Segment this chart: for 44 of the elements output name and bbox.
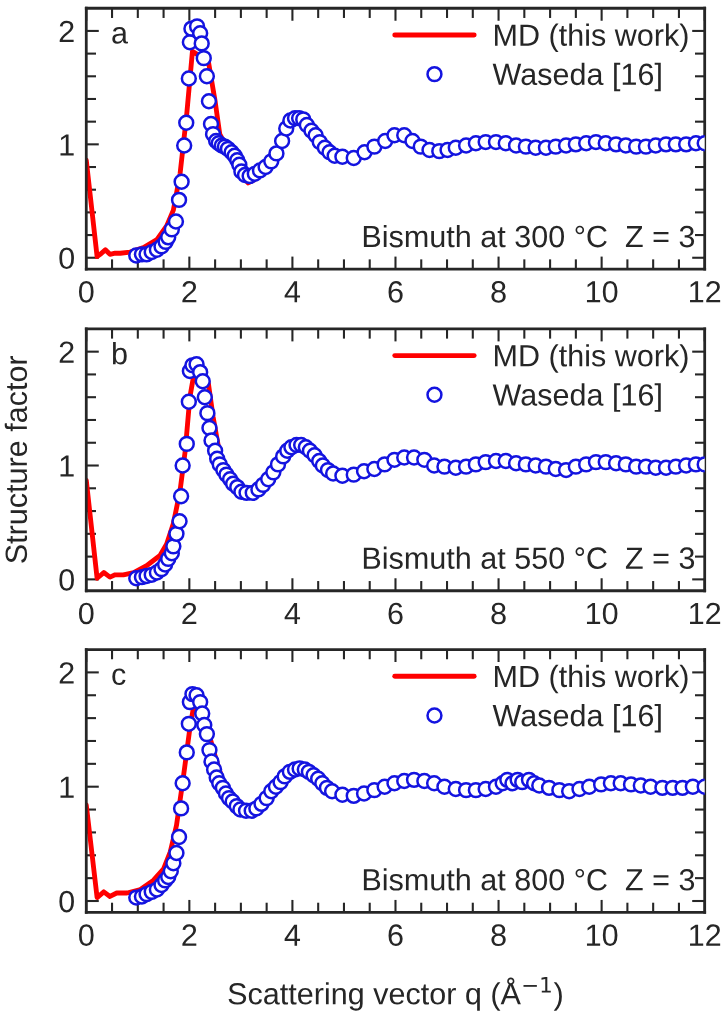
x-tick-label: 12: [690, 602, 721, 625]
x-tick-label: 10: [586, 602, 618, 625]
legend-label: MD (this work): [495, 23, 688, 52]
legend-label: MD (this work): [495, 664, 688, 694]
y-axis-title: Structure factor: [4, 355, 28, 563]
legend-label: Waseda [16]: [492, 703, 661, 733]
x-tick-label: 2: [182, 924, 197, 946]
annotation: c: [112, 668, 126, 686]
legend-label: Waseda [16]: [492, 383, 661, 412]
annotation: Bismuth at 550 °C Z = 3: [363, 546, 695, 570]
x-tick-label: 8: [491, 281, 506, 303]
y-tick-label: 1: [60, 776, 74, 798]
annotation: b: [112, 341, 127, 365]
annotation: Bismuth at 800 °C Z = 3: [363, 868, 695, 891]
x-tick-label: 6: [388, 924, 403, 946]
y-tick-label: 0: [59, 890, 74, 913]
x-tick-label: 2: [182, 602, 197, 625]
x-tick-label: 10: [586, 924, 618, 946]
x-tick-label: 0: [78, 924, 94, 946]
y-tick-label: 0: [59, 569, 74, 591]
y-tick-label: 2: [59, 20, 74, 42]
x-tick-label: 4: [284, 281, 301, 303]
x-tick-label: 8: [491, 924, 506, 946]
annotation: a: [112, 26, 128, 44]
x-tick-label: 8: [491, 602, 506, 625]
x-axis-title: Scattering vector q (Å$^{−1}$): [228, 977, 562, 1011]
x-tick-label: 12: [690, 281, 721, 303]
y-tick-label: 2: [59, 662, 74, 684]
y-tick-label: 0: [59, 247, 74, 270]
y-tick-label: 1: [60, 134, 74, 156]
x-tick-label: 12: [690, 924, 721, 946]
x-tick-label: 10: [586, 281, 618, 303]
y-tick-label: 2: [59, 341, 74, 363]
x-tick-label: 2: [182, 281, 197, 303]
legend-label: Waseda [16]: [492, 62, 661, 92]
x-tick-label: 6: [388, 281, 403, 303]
x-tick-label: 4: [284, 924, 301, 946]
x-tick-label: 6: [388, 602, 403, 625]
x-tick-label: 4: [284, 603, 301, 625]
x-tick-label: 0: [78, 281, 94, 303]
legend-label: MD (this work): [495, 344, 688, 373]
x-tick-label: 0: [78, 602, 94, 625]
annotation: Bismuth at 300 °C Z = 3: [363, 224, 695, 248]
y-tick-label: 1: [60, 455, 74, 477]
